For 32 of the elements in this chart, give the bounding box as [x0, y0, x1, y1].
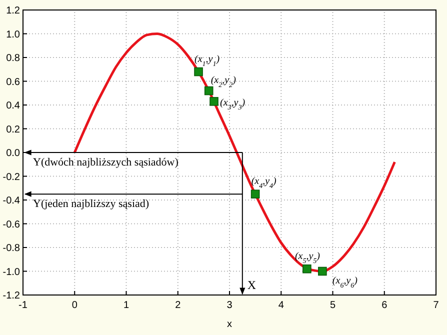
x-tick-label: 1 — [123, 300, 130, 311]
ref-line-label: Y(jeden najbliższy sąsiad) — [33, 198, 150, 210]
annotation: (x$_{6}$,y$_{6}$) — [332, 275, 358, 290]
y-tick-label: -1.0 — [2, 266, 20, 278]
y-tick-label: 0.8 — [6, 53, 20, 64]
y-tick-label: -0.6 — [2, 219, 20, 230]
x-tick-label: 2 — [175, 300, 182, 311]
x-tick-label: 7 — [433, 300, 440, 311]
x-tick-label: 3 — [226, 300, 233, 311]
y-tick-label: -0.2 — [2, 172, 20, 183]
x-tick-label: 0 — [72, 300, 78, 311]
annotation: (x$_{1}$,y$_{1}$) — [194, 54, 220, 68]
x-tick-label: -1 — [18, 300, 28, 311]
y-tick-label: 0.2 — [6, 124, 20, 136]
y-tick-label: 0.4 — [6, 100, 20, 112]
y-tick-label: -0.4 — [2, 196, 20, 206]
x-tick-label: 4 — [278, 300, 284, 311]
x-axis-title: x — [227, 319, 232, 330]
y-tick-label: 0.0 — [6, 148, 20, 159]
y-tick-label: -0.8 — [2, 243, 20, 254]
y-tick-label: 0.6 — [6, 76, 20, 88]
annotation: (x$_{5}$,y$_{5}$) — [294, 250, 321, 265]
annotation: (x$_{4}$,y$_{4}$) — [251, 176, 278, 190]
ref-line-label: X — [247, 278, 256, 292]
y-tick-label: -1.2 — [2, 290, 20, 302]
x-tick-label: 5 — [330, 300, 336, 311]
ref-line-label: Y(dwóch najbliższych sąsiadów) — [33, 156, 179, 168]
y-tick-label: 1.0 — [6, 29, 20, 40]
y-tick-label: 1.2 — [6, 6, 20, 16]
x-tick-label: 6 — [382, 300, 388, 311]
annotation: (x$_{3}$,y$_{3}$) — [220, 97, 246, 112]
annotation: (x$_{2}$,y$_{2}$) — [210, 74, 237, 89]
